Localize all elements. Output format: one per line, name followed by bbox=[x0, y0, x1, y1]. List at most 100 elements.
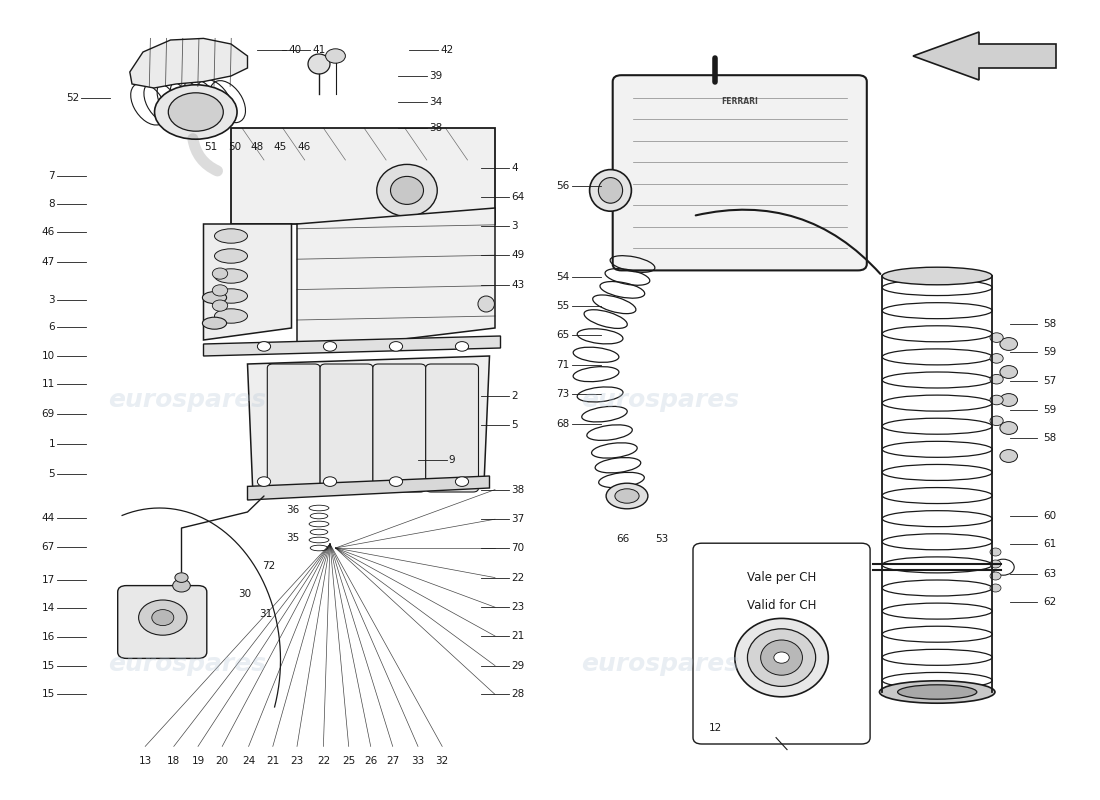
Ellipse shape bbox=[390, 176, 424, 204]
Text: 21: 21 bbox=[512, 631, 525, 641]
Text: 3: 3 bbox=[48, 295, 55, 305]
Text: 59: 59 bbox=[1043, 405, 1056, 414]
Circle shape bbox=[992, 559, 1014, 575]
Polygon shape bbox=[248, 476, 490, 500]
Text: 27: 27 bbox=[386, 756, 399, 766]
Text: 13: 13 bbox=[139, 756, 152, 766]
Text: 68: 68 bbox=[557, 419, 570, 429]
Circle shape bbox=[152, 610, 174, 626]
Text: 48: 48 bbox=[251, 142, 264, 152]
Ellipse shape bbox=[214, 269, 248, 283]
Text: 72: 72 bbox=[262, 562, 275, 571]
Polygon shape bbox=[248, 356, 490, 496]
Circle shape bbox=[990, 416, 1003, 426]
Text: 25: 25 bbox=[342, 756, 355, 766]
Circle shape bbox=[990, 354, 1003, 363]
Circle shape bbox=[257, 477, 271, 486]
Ellipse shape bbox=[880, 681, 994, 703]
Circle shape bbox=[323, 342, 337, 351]
Circle shape bbox=[990, 374, 1003, 384]
Text: 71: 71 bbox=[557, 360, 570, 370]
Ellipse shape bbox=[606, 483, 648, 509]
Polygon shape bbox=[297, 208, 495, 352]
Text: 30: 30 bbox=[238, 589, 251, 598]
Text: 50: 50 bbox=[228, 142, 241, 152]
Ellipse shape bbox=[761, 640, 803, 675]
Circle shape bbox=[990, 395, 1003, 405]
Text: 63: 63 bbox=[1043, 569, 1056, 578]
Text: 61: 61 bbox=[1043, 539, 1056, 549]
Text: 5: 5 bbox=[48, 470, 55, 479]
Text: 12: 12 bbox=[708, 723, 722, 733]
Text: 49: 49 bbox=[512, 250, 525, 260]
Text: 73: 73 bbox=[557, 390, 570, 399]
Text: 26: 26 bbox=[364, 756, 377, 766]
Polygon shape bbox=[913, 32, 1056, 80]
Circle shape bbox=[1000, 366, 1018, 378]
Text: 40: 40 bbox=[288, 45, 301, 54]
Text: 18: 18 bbox=[167, 756, 180, 766]
Text: 67: 67 bbox=[42, 542, 55, 552]
Ellipse shape bbox=[477, 296, 495, 312]
Text: 46: 46 bbox=[297, 142, 310, 152]
Text: 52: 52 bbox=[66, 93, 79, 102]
Circle shape bbox=[990, 584, 1001, 592]
Text: 6: 6 bbox=[48, 322, 55, 332]
Text: 15: 15 bbox=[42, 661, 55, 670]
Text: FERRARI: FERRARI bbox=[722, 97, 758, 106]
Text: 28: 28 bbox=[512, 690, 525, 699]
Text: 69: 69 bbox=[42, 409, 55, 418]
Text: 16: 16 bbox=[42, 632, 55, 642]
Ellipse shape bbox=[898, 685, 977, 699]
Text: 39: 39 bbox=[429, 71, 442, 81]
Text: Valid for CH: Valid for CH bbox=[747, 599, 816, 612]
Text: 44: 44 bbox=[42, 514, 55, 523]
Text: 8: 8 bbox=[48, 199, 55, 209]
Text: eurospares: eurospares bbox=[108, 388, 266, 412]
Ellipse shape bbox=[308, 54, 330, 74]
Ellipse shape bbox=[214, 309, 248, 323]
Circle shape bbox=[212, 300, 228, 311]
Text: 9: 9 bbox=[449, 455, 455, 465]
Text: 58: 58 bbox=[1043, 434, 1056, 443]
Ellipse shape bbox=[376, 164, 438, 216]
Ellipse shape bbox=[598, 178, 623, 203]
Text: 60: 60 bbox=[1043, 511, 1056, 521]
FancyBboxPatch shape bbox=[693, 543, 870, 744]
Text: 42: 42 bbox=[440, 45, 453, 54]
Ellipse shape bbox=[735, 618, 828, 697]
Text: eurospares: eurospares bbox=[108, 652, 266, 676]
Ellipse shape bbox=[154, 85, 238, 139]
Ellipse shape bbox=[590, 170, 631, 211]
Circle shape bbox=[455, 342, 469, 351]
Circle shape bbox=[323, 477, 337, 486]
Text: 38: 38 bbox=[512, 485, 525, 494]
Text: 15: 15 bbox=[42, 689, 55, 698]
Text: 53: 53 bbox=[656, 534, 669, 544]
Circle shape bbox=[389, 342, 403, 351]
Text: 64: 64 bbox=[512, 192, 525, 202]
Text: 14: 14 bbox=[42, 603, 55, 613]
Text: 70: 70 bbox=[512, 543, 525, 553]
Text: 51: 51 bbox=[205, 142, 218, 152]
FancyBboxPatch shape bbox=[613, 75, 867, 270]
Text: 38: 38 bbox=[429, 123, 442, 133]
FancyBboxPatch shape bbox=[426, 364, 478, 492]
Text: 22: 22 bbox=[512, 573, 525, 582]
Text: eurospares: eurospares bbox=[581, 652, 739, 676]
Text: 32: 32 bbox=[436, 756, 449, 766]
Text: 56: 56 bbox=[557, 182, 570, 191]
Text: 22: 22 bbox=[317, 756, 330, 766]
Text: 54: 54 bbox=[557, 272, 570, 282]
Circle shape bbox=[173, 579, 190, 592]
Ellipse shape bbox=[214, 249, 248, 263]
Text: 20: 20 bbox=[216, 756, 229, 766]
FancyBboxPatch shape bbox=[267, 364, 320, 492]
Circle shape bbox=[389, 477, 403, 486]
Text: 24: 24 bbox=[242, 756, 255, 766]
Text: 45: 45 bbox=[274, 142, 287, 152]
Text: 21: 21 bbox=[266, 756, 279, 766]
FancyArrowPatch shape bbox=[192, 138, 218, 171]
Text: 19: 19 bbox=[191, 756, 205, 766]
Text: 36: 36 bbox=[286, 506, 299, 515]
